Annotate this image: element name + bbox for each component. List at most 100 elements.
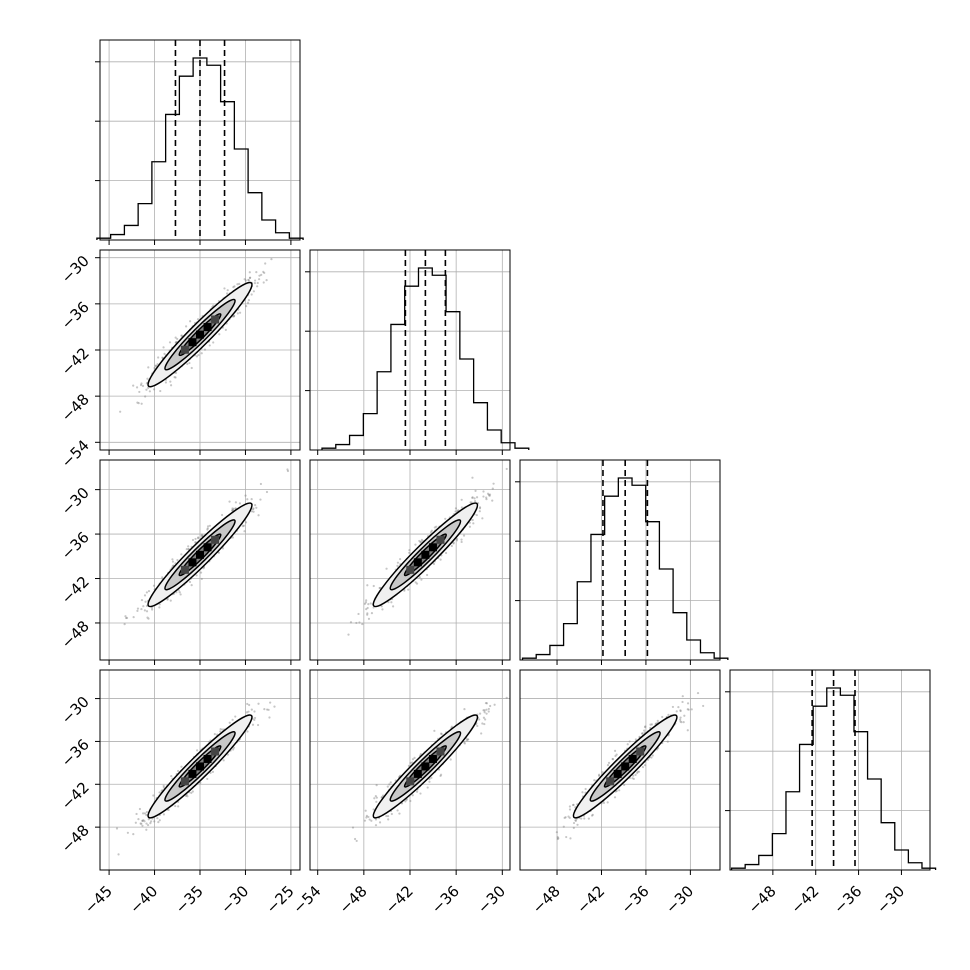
- scatter-point: [259, 498, 262, 501]
- scatter-point: [250, 293, 253, 296]
- scatter-point: [125, 616, 128, 620]
- scatter-point: [409, 761, 412, 765]
- scatter-point: [696, 691, 700, 695]
- scatter-point: [463, 742, 466, 745]
- scatter-point: [148, 390, 151, 393]
- scatter-point: [452, 541, 455, 544]
- scatter-point: [632, 774, 635, 777]
- scatter-point: [483, 711, 486, 714]
- scatter-point: [197, 536, 200, 539]
- density-core: [211, 315, 220, 324]
- scatter-point: [194, 541, 197, 544]
- scatter-point: [206, 527, 209, 530]
- x-tick-label: −54: [289, 882, 324, 917]
- scatter-point: [390, 812, 393, 816]
- scatter-point: [136, 609, 139, 612]
- scatter-point: [206, 777, 209, 781]
- scatter-point: [650, 756, 653, 759]
- scatter-point: [475, 496, 479, 499]
- x-tick-label: −42: [573, 882, 608, 917]
- scatter-point: [471, 496, 474, 499]
- x-tick-label: −40: [126, 882, 161, 917]
- x-tick-label: −42: [382, 882, 417, 917]
- density-core: [413, 558, 422, 567]
- scatter-point: [138, 390, 141, 394]
- scatter-point: [124, 615, 127, 618]
- scatter-point: [174, 341, 177, 344]
- scatter-point: [563, 816, 566, 820]
- x-tick-label: −48: [336, 882, 371, 917]
- scatter-point: [454, 510, 457, 513]
- scatter-point: [200, 577, 203, 581]
- scatter-point: [463, 741, 466, 744]
- density-core: [188, 338, 197, 347]
- scatter-point: [478, 506, 482, 509]
- scatter-point: [194, 537, 197, 541]
- scatter-point: [140, 607, 143, 611]
- scatter-point: [252, 510, 255, 513]
- hist-panel-0: [95, 39, 304, 245]
- scatter-point: [256, 723, 260, 727]
- scatter-point: [163, 352, 166, 355]
- scatter-point: [243, 530, 246, 533]
- scatter-point: [264, 262, 267, 265]
- scatter-point: [246, 702, 249, 706]
- scatter-point: [623, 783, 626, 787]
- scatter-point: [463, 708, 466, 711]
- scatter-point: [223, 287, 226, 290]
- scatter-point: [180, 765, 183, 768]
- scatter-point: [414, 543, 417, 546]
- scatter-point: [269, 701, 272, 704]
- scatter-point: [462, 534, 466, 537]
- scatter-point: [174, 376, 177, 379]
- scatter-point: [488, 493, 492, 496]
- scatter-point: [233, 314, 236, 317]
- scatter-point: [562, 825, 565, 828]
- scatter-point: [152, 794, 155, 797]
- y-tick-label: −36: [58, 528, 93, 563]
- scatter-point: [166, 598, 169, 601]
- scatter-point: [176, 558, 179, 562]
- scatter-point: [471, 496, 474, 499]
- scatter-point: [572, 821, 576, 825]
- scatter-point: [485, 712, 488, 715]
- scatter-point: [478, 510, 481, 513]
- scatter-point: [679, 709, 682, 713]
- panel-frame: [519, 669, 721, 871]
- scatter-point: [174, 804, 177, 808]
- scatter-point: [157, 356, 160, 359]
- density-core: [203, 543, 212, 552]
- scatter-point: [367, 815, 370, 819]
- scatter-point: [606, 764, 610, 767]
- scatter-point: [572, 803, 575, 807]
- scatter-point: [239, 311, 242, 314]
- scatter-point: [169, 380, 172, 383]
- scatter-point: [572, 803, 575, 806]
- scatter-point: [245, 305, 248, 308]
- scatter-point: [487, 710, 490, 713]
- scatter-point: [256, 285, 259, 288]
- scatter-point: [255, 271, 258, 274]
- scatter-point: [244, 494, 247, 497]
- scatter-point: [253, 718, 256, 722]
- scatter-point: [387, 815, 390, 818]
- scatter-point: [679, 716, 682, 719]
- scatter-point: [218, 333, 221, 336]
- scatter-point: [460, 498, 463, 501]
- scatter-point: [174, 336, 177, 339]
- scatter-point: [454, 507, 458, 510]
- scatter-point: [597, 774, 601, 777]
- scatter-point: [146, 377, 149, 380]
- density-core: [188, 769, 197, 778]
- scatter-point: [162, 346, 165, 349]
- scatter-point: [374, 795, 377, 798]
- scatter-panel-3-2: −48 −42 −36 −30: [519, 669, 721, 917]
- scatter-point: [234, 507, 237, 510]
- density-core: [428, 754, 437, 763]
- scatter-point: [268, 716, 271, 719]
- scatter-point: [174, 341, 178, 344]
- scatter-point: [146, 616, 149, 619]
- x-tick-label: −30: [217, 882, 252, 917]
- scatter-point: [361, 622, 364, 626]
- scatter-point: [353, 837, 357, 841]
